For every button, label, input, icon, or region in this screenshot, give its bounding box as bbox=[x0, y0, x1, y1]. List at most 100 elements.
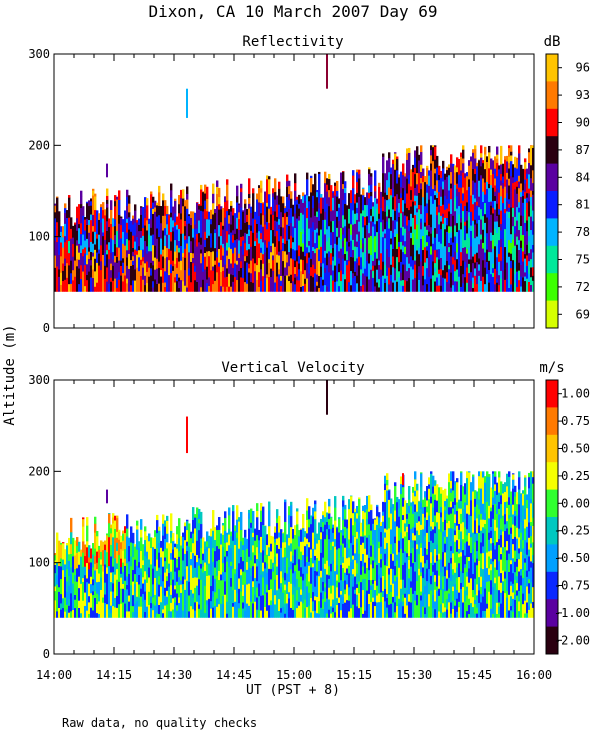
data-cell bbox=[364, 204, 367, 218]
data-cell bbox=[456, 188, 459, 197]
data-cell bbox=[528, 235, 531, 242]
colorbar-label: 69 bbox=[576, 307, 590, 321]
data-cell bbox=[214, 212, 217, 230]
data-cell bbox=[82, 541, 85, 553]
data-cell bbox=[202, 271, 205, 280]
data-cell bbox=[158, 267, 161, 284]
data-cell bbox=[380, 269, 383, 277]
data-cell bbox=[230, 531, 233, 537]
data-cell bbox=[118, 199, 121, 216]
data-cell bbox=[394, 268, 397, 281]
data-cell bbox=[336, 270, 339, 277]
data-cell bbox=[330, 593, 333, 607]
data-cell bbox=[314, 555, 317, 561]
data-cell bbox=[382, 196, 385, 212]
data-cell bbox=[272, 536, 275, 549]
data-cell bbox=[296, 508, 299, 512]
data-cell bbox=[204, 246, 207, 254]
data-cell bbox=[218, 588, 221, 605]
data-cell bbox=[230, 263, 233, 275]
data-cell bbox=[170, 513, 173, 515]
data-cell bbox=[282, 260, 285, 276]
data-cell bbox=[190, 211, 193, 218]
data-cell bbox=[104, 602, 107, 610]
data-cell bbox=[420, 562, 423, 573]
data-cell bbox=[368, 222, 371, 234]
data-cell bbox=[220, 245, 223, 261]
data-cell bbox=[382, 602, 385, 618]
data-cell bbox=[84, 217, 87, 220]
data-cell bbox=[248, 181, 251, 195]
data-cell bbox=[160, 276, 163, 292]
data-cell bbox=[408, 277, 411, 284]
data-cell bbox=[340, 545, 343, 557]
data-cell bbox=[422, 197, 425, 210]
data-cell bbox=[262, 214, 265, 227]
data-cell bbox=[454, 530, 457, 536]
data-cell bbox=[214, 550, 217, 568]
data-cell bbox=[216, 279, 219, 292]
data-cell bbox=[158, 590, 161, 597]
data-cell bbox=[76, 217, 79, 231]
data-cell bbox=[312, 207, 315, 223]
data-cell bbox=[386, 484, 389, 491]
data-cell bbox=[292, 555, 295, 564]
data-cell bbox=[136, 534, 139, 550]
data-cell bbox=[150, 268, 153, 276]
data-cell bbox=[454, 172, 457, 178]
data-cell bbox=[200, 563, 203, 569]
data-cell bbox=[508, 287, 511, 292]
data-cell bbox=[170, 272, 173, 281]
data-cell bbox=[436, 560, 439, 571]
data-cell bbox=[188, 215, 191, 224]
data-cell bbox=[358, 607, 361, 618]
data-cell bbox=[236, 554, 239, 569]
data-cell bbox=[312, 507, 315, 517]
data-cell bbox=[436, 491, 439, 501]
data-cell bbox=[102, 254, 105, 270]
data-cell bbox=[446, 198, 449, 209]
data-cell bbox=[430, 214, 433, 228]
data-cell bbox=[154, 279, 157, 292]
data-cell bbox=[98, 219, 101, 235]
data-cell bbox=[312, 566, 315, 576]
data-cell bbox=[446, 559, 449, 566]
data-cell bbox=[210, 278, 213, 292]
data-cell bbox=[118, 190, 121, 200]
data-cell bbox=[302, 563, 305, 574]
data-cell bbox=[238, 548, 241, 564]
data-cell bbox=[88, 200, 91, 207]
data-cell bbox=[394, 153, 397, 170]
data-cell bbox=[462, 247, 465, 261]
data-cell bbox=[438, 512, 441, 524]
data-cell bbox=[270, 604, 273, 618]
data-cell bbox=[172, 549, 175, 560]
data-cell bbox=[368, 168, 371, 174]
data-cell bbox=[316, 191, 319, 198]
data-cell bbox=[120, 217, 123, 226]
data-cell bbox=[304, 278, 307, 284]
data-cell bbox=[170, 197, 173, 213]
data-cell bbox=[350, 495, 353, 497]
data-cell bbox=[338, 198, 341, 200]
data-cell bbox=[446, 565, 449, 571]
data-cell bbox=[190, 224, 193, 231]
data-cell bbox=[350, 561, 353, 569]
data-cell bbox=[304, 223, 307, 232]
data-cell bbox=[438, 233, 441, 242]
data-cell bbox=[350, 202, 353, 219]
data-cell bbox=[116, 199, 119, 216]
data-cell bbox=[94, 219, 97, 232]
data-cell bbox=[216, 231, 219, 240]
data-cell bbox=[324, 272, 327, 286]
data-cell bbox=[282, 606, 285, 618]
data-cell bbox=[450, 513, 453, 529]
data-cell bbox=[430, 246, 433, 255]
data-cell bbox=[332, 260, 335, 271]
data-cell bbox=[348, 193, 351, 203]
data-cell bbox=[244, 529, 247, 538]
data-cell bbox=[456, 167, 459, 173]
data-cell bbox=[346, 568, 349, 576]
y-tick-label: 0 bbox=[43, 321, 50, 335]
data-cell bbox=[166, 205, 169, 215]
